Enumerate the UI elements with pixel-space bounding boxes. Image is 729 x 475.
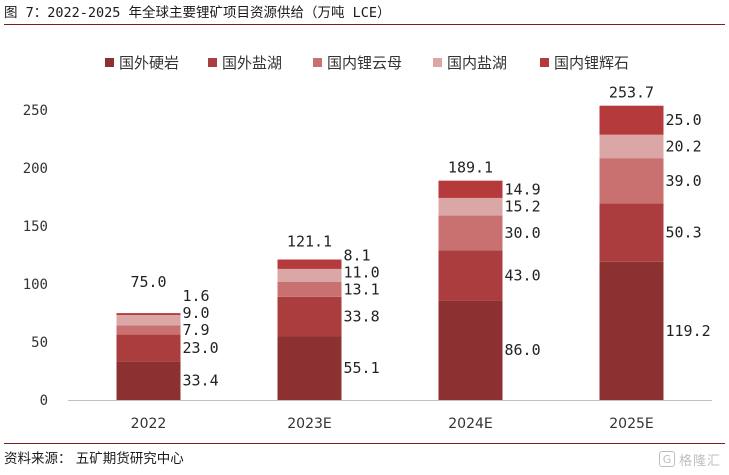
bar-segment: [438, 300, 503, 400]
y-tick-label: 200: [23, 161, 48, 177]
bar-segment: [599, 105, 664, 135]
x-tick-label: 2024E: [448, 416, 492, 432]
watermark-logo-icon: G: [658, 451, 675, 467]
y-tick-label: 150: [23, 219, 48, 235]
data-label: 43.0: [505, 266, 541, 284]
data-label: 13.1: [344, 280, 380, 298]
data-label: 23.0: [183, 339, 219, 357]
legend-swatch: [433, 58, 442, 67]
bar-segment: [599, 261, 664, 400]
y-tick-label: 50: [31, 335, 48, 351]
data-label: 55.1: [344, 359, 380, 377]
bar-segment: [277, 336, 342, 400]
y-axis: 0 50 100 150 200 250: [23, 103, 48, 409]
bar-segment: [277, 281, 342, 297]
bar-segment: [116, 334, 181, 362]
figure-title: 图 7：2022-2025 年全球主要锂矿项目资源供给（万吨 LCE）: [4, 2, 725, 25]
y-tick-label: 0: [40, 393, 48, 409]
watermark-text: 格隆汇: [678, 453, 721, 469]
data-label: 50.3: [666, 224, 702, 242]
data-label: 33.4: [183, 372, 219, 390]
total-label: 253.7: [609, 84, 654, 102]
legend-label: 国内锂云母: [327, 54, 402, 72]
bar-segment: [116, 314, 181, 326]
data-label: 8.1: [344, 246, 371, 264]
legend-label: 国外盐湖: [222, 54, 282, 72]
bar-segment: [277, 268, 342, 282]
bar-segment: [438, 250, 503, 301]
chart-legend: 国外硬岩 国外盐湖 国内锂云母 国内盐湖 国内锂辉石: [105, 54, 629, 72]
data-label: 30.0: [505, 224, 541, 242]
y-tick-label: 250: [23, 103, 48, 119]
legend-swatch: [105, 58, 114, 67]
bar-segment: [599, 158, 664, 204]
x-axis: 2022 2023E 2024E 2025E: [68, 400, 712, 432]
footer-divider: [4, 443, 725, 444]
x-tick-label: 2022: [131, 416, 167, 432]
bar-segment: [599, 203, 664, 262]
x-tick-label: 2025E: [609, 416, 653, 432]
total-label: 189.1: [448, 159, 493, 177]
bar-segment: [116, 325, 181, 335]
data-label: 11.0: [344, 263, 380, 281]
y-tick-label: 100: [23, 277, 48, 293]
bar-segment: [599, 134, 664, 159]
data-label: 9.0: [183, 304, 210, 322]
legend-swatch: [208, 58, 217, 67]
total-label: 75.0: [130, 273, 166, 291]
data-label: 119.2: [666, 322, 711, 340]
legend-swatch: [313, 58, 322, 67]
watermark: G 格隆汇: [658, 449, 721, 469]
data-label: 15.2: [505, 198, 541, 216]
data-labels: 33.4 23.07.99.01.6 75.0 55.1 33.8 13.111.08.1…: [130, 84, 710, 390]
data-label: 33.8: [344, 307, 380, 325]
bars: [116, 105, 664, 400]
source-note: 资料来源： 五矿期货研究中心: [4, 451, 184, 467]
stacked-bar-chart: 国外硬岩 国外盐湖 国内锂云母 国内盐湖 国内锂辉石 0 50 100 150 200 250 3…: [23, 54, 712, 432]
bar-segment: [438, 180, 503, 198]
data-label: 7.9: [183, 321, 210, 339]
legend-swatch: [540, 58, 549, 67]
legend-label: 国外硬岩: [119, 54, 179, 72]
bar-segment: [277, 296, 342, 337]
bar-segment: [438, 197, 503, 216]
bar-segment: [438, 215, 503, 251]
data-label: 1.6: [183, 287, 210, 305]
data-label: 86.0: [505, 341, 541, 359]
data-label: 25.0: [666, 111, 702, 129]
data-label: 14.9: [505, 180, 541, 198]
x-tick-label: 2023E: [287, 416, 331, 432]
bar-segment: [116, 313, 181, 315]
total-label: 121.1: [287, 232, 332, 250]
data-label: 20.2: [666, 137, 702, 155]
legend-label: 国内锂辉石: [554, 54, 629, 72]
legend-label: 国内盐湖: [447, 54, 507, 72]
data-label: 39.0: [666, 172, 702, 190]
bar-segment: [277, 259, 342, 269]
bar-segment: [116, 361, 181, 400]
